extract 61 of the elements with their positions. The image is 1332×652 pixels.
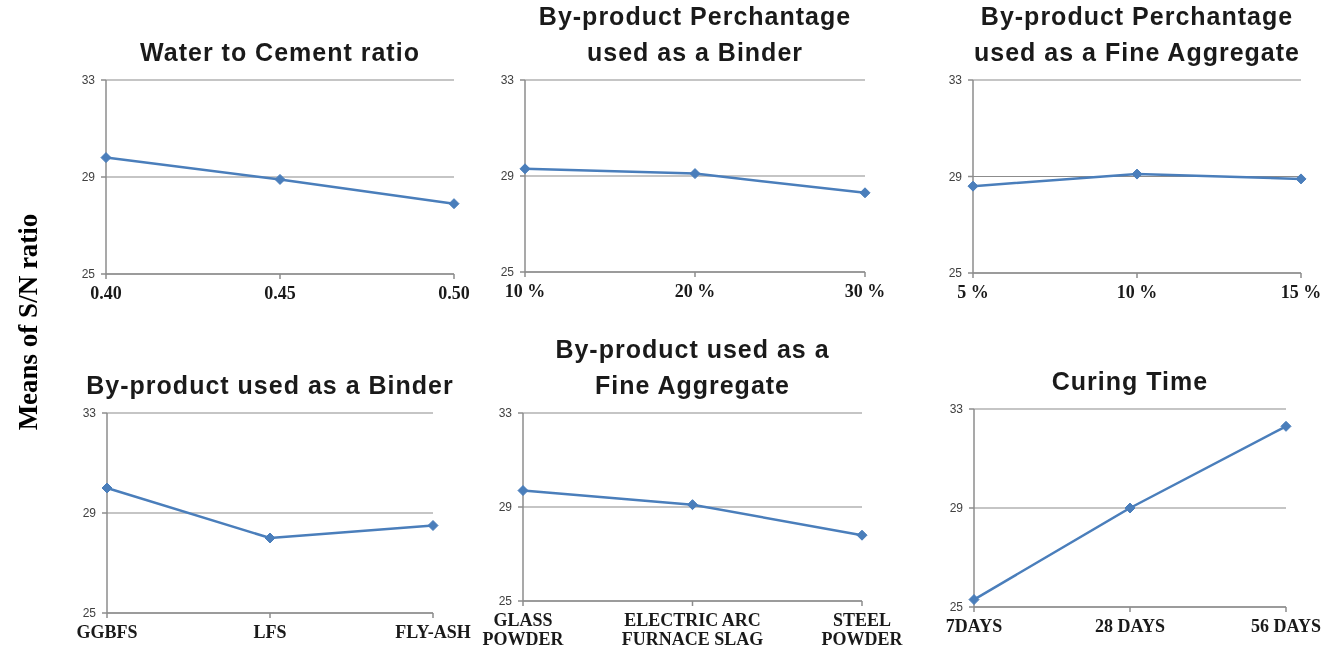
chart-title: Curing Time bbox=[1050, 366, 1210, 397]
y-tick-label: 29 bbox=[498, 500, 513, 515]
chart-title: By-product Perchantage used as a Binder bbox=[537, 1, 853, 68]
x-tick-label: ELECTRIC ARC FURNACE SLAG bbox=[621, 610, 764, 650]
y-tick-label: 25 bbox=[948, 266, 963, 281]
point bbox=[1280, 420, 1292, 432]
y-tick-label: 25 bbox=[949, 600, 964, 615]
chart-title: Water to Cement ratio bbox=[139, 37, 421, 68]
y-tick-label: 29 bbox=[948, 169, 963, 184]
x-tick-label: FLY-ASH bbox=[395, 622, 471, 643]
x-tick-label: GLASS POWDER bbox=[482, 610, 565, 650]
x-tick-label: 0.50 bbox=[438, 283, 470, 304]
point bbox=[427, 520, 439, 531]
x-tick-label: 20 % bbox=[674, 281, 716, 302]
chart-title: By-product used as a Binder bbox=[85, 370, 455, 401]
y-tick-label: 33 bbox=[81, 73, 96, 88]
x-tick-label: 10 % bbox=[1116, 282, 1158, 303]
y-tick-label: 29 bbox=[949, 501, 964, 516]
chart-title: By-product used as a Fine Aggregate bbox=[554, 334, 831, 401]
point bbox=[856, 529, 868, 541]
x-tick-label: STEEL POWDER bbox=[821, 610, 904, 650]
x-tick-label: 0.40 bbox=[90, 283, 122, 304]
point bbox=[100, 152, 112, 164]
chart-title: By-product Perchantage used as a Fine Aggregate bbox=[973, 1, 1301, 68]
x-tick-label: GGBFS bbox=[76, 622, 138, 643]
point bbox=[1295, 173, 1307, 185]
y-tick-label: 25 bbox=[498, 594, 513, 609]
point bbox=[689, 168, 701, 180]
y-tick-label: 25 bbox=[82, 606, 97, 621]
x-tick-label: 28 DAYS bbox=[1095, 616, 1165, 637]
y-tick-label: 33 bbox=[948, 73, 963, 88]
y-tick-label: 33 bbox=[500, 73, 515, 88]
x-tick-label: 5 % bbox=[957, 282, 989, 303]
point bbox=[1131, 168, 1143, 180]
point bbox=[274, 173, 286, 185]
x-tick-label: 0.45 bbox=[264, 283, 296, 304]
y-tick-label: 29 bbox=[82, 506, 97, 521]
point bbox=[859, 187, 871, 199]
y-tick-label: 33 bbox=[82, 406, 97, 421]
x-tick-label: 30 % bbox=[844, 281, 886, 302]
point bbox=[687, 499, 698, 511]
y-tick-label: 25 bbox=[500, 265, 515, 280]
point bbox=[968, 594, 980, 606]
point bbox=[517, 485, 529, 497]
x-tick-label: 15 % bbox=[1280, 282, 1322, 303]
y-tick-label: 25 bbox=[81, 267, 96, 282]
y-tick-label: 33 bbox=[949, 402, 964, 417]
point bbox=[264, 532, 276, 544]
x-tick-label: 10 % bbox=[504, 281, 546, 302]
y-tick-label: 29 bbox=[500, 169, 515, 184]
point bbox=[1124, 502, 1136, 514]
x-tick-label: 7DAYS bbox=[945, 616, 1003, 637]
point bbox=[967, 180, 979, 192]
y-axis-title: Means of S/N ratio bbox=[12, 213, 44, 431]
point bbox=[448, 198, 460, 210]
y-tick-label: 29 bbox=[81, 170, 96, 185]
x-tick-label: LFS bbox=[253, 622, 287, 643]
point bbox=[519, 163, 531, 175]
y-tick-label: 33 bbox=[498, 406, 513, 421]
x-tick-label: 56 DAYS bbox=[1251, 616, 1321, 637]
point bbox=[101, 482, 113, 494]
